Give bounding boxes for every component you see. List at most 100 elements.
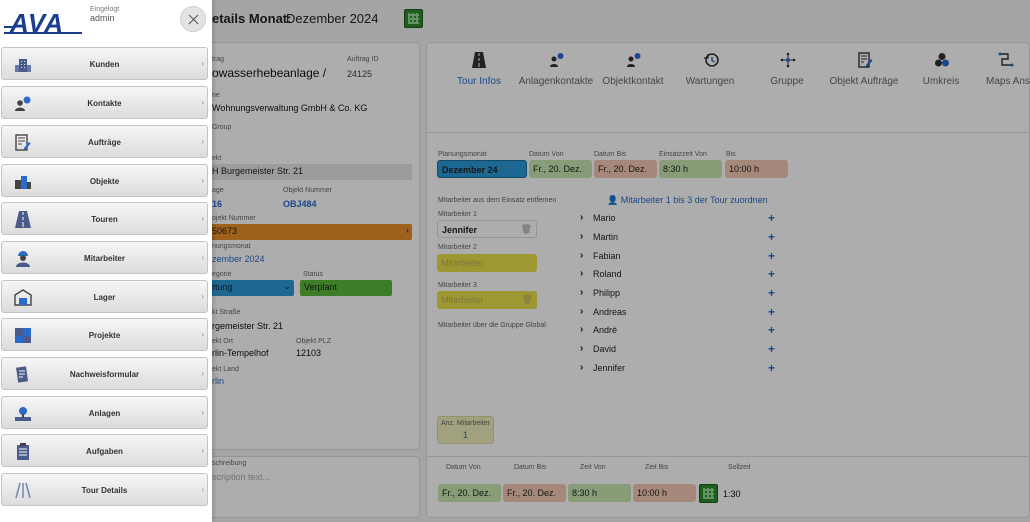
tab-objektkontakt[interactable]: Objektkontakt — [588, 52, 678, 87]
bottom-datum-bis[interactable]: Fr., 20. Dez. — [503, 484, 566, 502]
add-employee-icon[interactable]: + — [768, 267, 776, 281]
projekt-nummer-field[interactable]: 50673 › — [208, 224, 412, 240]
menu-item-tour-details[interactable]: Tour Details › — [1, 473, 208, 506]
anlage-value[interactable]: 16 — [212, 199, 223, 209]
menu-item-lager[interactable]: Lager › — [1, 280, 208, 313]
menu-item-auftraege[interactable]: Aufträge › — [1, 125, 208, 158]
add-employee-icon[interactable]: + — [768, 323, 776, 337]
datum-von-field[interactable]: Fr., 20. Dez. — [529, 160, 592, 178]
chevron-right-icon[interactable]: › — [580, 250, 584, 261]
tab-maps[interactable]: Maps Ans — [973, 52, 1030, 87]
menu-item-anlagen[interactable]: Anlagen › — [1, 396, 208, 429]
kategorie-select[interactable]: rtung ⌄ — [208, 280, 294, 296]
menu-item-aufgaben[interactable]: Aufgaben › — [1, 434, 208, 467]
calendar-icon[interactable] — [699, 484, 718, 503]
add-employee-icon[interactable]: + — [768, 230, 776, 244]
menu-item-touren[interactable]: Touren › — [1, 202, 208, 235]
land-value: rlin — [212, 376, 225, 386]
add-employee-icon[interactable]: + — [768, 342, 776, 356]
bottom-sollzeit-header: Sollzeit — [728, 464, 751, 471]
close-icon[interactable] — [180, 6, 206, 32]
bottom-datum-von[interactable]: Fr., 20. Dez. — [438, 484, 501, 502]
trash-icon[interactable]: 🗑 — [520, 224, 532, 234]
menu-item-label: Lager — [93, 293, 116, 302]
chevron-right-icon: › — [201, 485, 204, 494]
add-employee-icon[interactable]: + — [768, 361, 776, 375]
chevron-right-icon[interactable]: › — [580, 343, 584, 354]
chevron-right-icon[interactable]: › — [580, 362, 584, 373]
tab-anlagenkontakte[interactable]: Anlagenkontakte — [511, 52, 601, 87]
objekt-value: H Burgemeister Str. 21 — [212, 166, 304, 176]
chevron-right-icon: › — [201, 369, 204, 378]
ort-label: ekt Ort — [212, 338, 234, 345]
tab-objekt-auftraege[interactable]: Objekt Aufträge — [819, 52, 909, 87]
bis-field[interactable]: 10:00 h — [725, 160, 788, 178]
menu-item-label: Objekte — [89, 177, 120, 186]
tab-tour-infos[interactable]: Tour Infos — [434, 52, 524, 87]
chevron-right-icon[interactable]: › — [580, 306, 584, 317]
bottom-zeit-bis[interactable]: 10:00 h — [633, 484, 696, 502]
bottom-zeit-von[interactable]: 8:30 h — [568, 484, 631, 502]
bottom-sollzeit-value: 1:30 — [723, 489, 741, 499]
tab-gruppe[interactable]: Gruppe — [742, 52, 832, 87]
building-icon — [14, 56, 32, 73]
add-employee-icon[interactable]: + — [768, 305, 776, 319]
planungsmonat-tour-field[interactable]: Dezember 24 — [437, 160, 527, 178]
add-employee-icon[interactable]: + — [768, 211, 776, 225]
chevron-right-icon[interactable]: › — [580, 268, 584, 279]
employee-name: Jennifer — [593, 363, 626, 373]
objekt-nummer-label: Objekt Nummer — [283, 187, 333, 194]
login-label: Eingelogt — [90, 6, 120, 13]
chevron-right-icon[interactable]: › — [580, 324, 584, 335]
planungsmonat-value[interactable]: zember 2024 — [212, 254, 265, 264]
history-icon — [703, 52, 719, 68]
form-icon — [14, 366, 32, 383]
description-card — [200, 456, 420, 518]
menu-item-projekte[interactable]: Projekte › — [1, 318, 208, 351]
clipboard-icon — [14, 443, 32, 460]
status-label: Status — [303, 271, 323, 278]
menu-item-kontakte[interactable]: Kontakte › — [1, 86, 208, 119]
tab-wartungen[interactable]: Wartungen — [665, 52, 755, 87]
bottom-zeit-von-header: Zeit Von — [580, 464, 606, 471]
ma3-field[interactable]: Mitarbeiter 🗑 — [437, 291, 537, 309]
status-field[interactable]: Verplant — [300, 280, 392, 296]
strasse-label: kt Straße — [212, 309, 241, 316]
cluster-icon — [934, 52, 949, 68]
trash-icon[interactable]: 🗑 — [521, 294, 533, 304]
assign-employees-link[interactable]: 👤 Mitarbeiter 1 bis 3 der Tour zuordnen — [607, 195, 768, 206]
chevron-right-icon: › — [201, 98, 204, 107]
worker-icon — [14, 250, 32, 267]
menu-item-nachweisformular[interactable]: Nachweisformular › — [1, 357, 208, 390]
beschreibung-input[interactable]: scription text... — [212, 472, 271, 482]
ma2-field[interactable]: Mitarbeiter — [437, 254, 537, 272]
chevron-right-icon: › — [201, 176, 204, 185]
ma1-field[interactable]: Jennifer 🗑 — [437, 220, 537, 238]
employee-name: André — [593, 325, 618, 335]
calendar-icon[interactable] — [404, 9, 423, 28]
tab-umkreis[interactable]: Umkreis — [896, 52, 986, 87]
logo-stripe — [4, 26, 16, 28]
plz-label: Objekt PLZ — [296, 338, 332, 345]
tour-card — [426, 42, 1030, 518]
add-employee-icon[interactable]: + — [768, 286, 776, 300]
chevron-right-icon[interactable]: › — [580, 231, 584, 242]
chevron-right-icon: › — [201, 292, 204, 301]
chevron-right-icon[interactable]: › — [580, 287, 584, 298]
chevron-right-icon[interactable]: › — [580, 212, 584, 223]
group-label: Group — [212, 124, 232, 131]
datum-bis-field[interactable]: Fr., 20. Dez. — [594, 160, 657, 178]
menu-item-label: Tour Details — [81, 486, 128, 495]
assign-employees-label: Mitarbeiter 1 bis 3 der Tour zuordnen — [620, 195, 768, 205]
einsatzzeit-field[interactable]: 8:30 h — [659, 160, 722, 178]
kunde-value: Wohnungsverwaltung GmbH & Co. KG — [212, 103, 368, 113]
menu-item-objekte[interactable]: Objekte › — [1, 164, 208, 197]
add-employee-icon[interactable]: + — [768, 249, 776, 263]
kategorie-label: egorie — [212, 271, 232, 278]
menu-item-mitarbeiter[interactable]: Mitarbeiter › — [1, 241, 208, 274]
ava-logo: AVA — [4, 6, 84, 38]
employee-count-box: Anz. Mitarbeiter 1 — [437, 416, 494, 444]
menu-item-kunden[interactable]: Kunden › — [1, 47, 208, 80]
objekt-field[interactable]: H Burgemeister Str. 21 — [208, 164, 412, 180]
objekt-nummer-value[interactable]: OBJ484 — [283, 199, 317, 209]
